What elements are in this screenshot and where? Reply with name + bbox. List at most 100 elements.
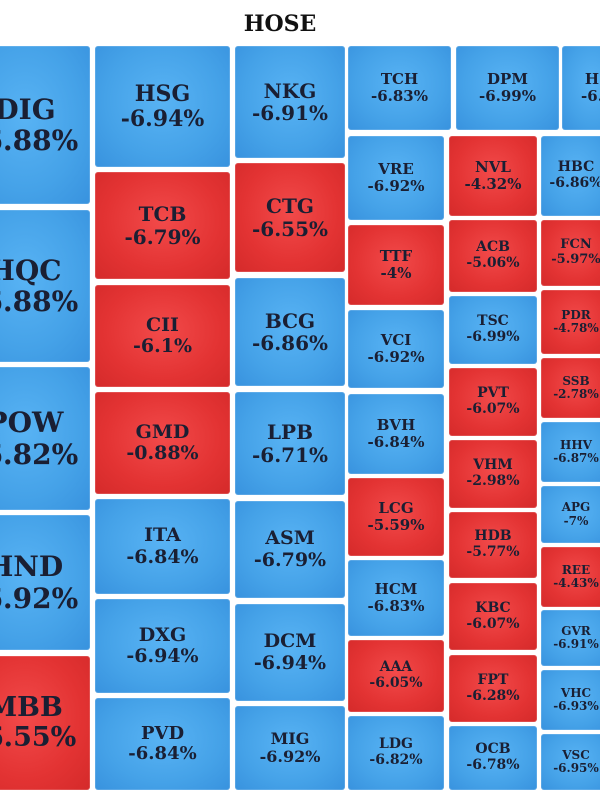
tile-ticker: HHV — [560, 437, 592, 452]
treemap-tile-bvh[interactable]: BVH -6.84% — [348, 394, 444, 474]
treemap-tile-ssb[interactable]: SSB -2.78% — [541, 358, 600, 418]
tile-change: -6.88% — [0, 124, 79, 157]
tile-change: -6.91% — [553, 637, 599, 651]
treemap-tile-pvd[interactable]: PVD -6.84% — [95, 698, 230, 790]
tile-change: -6.95% — [553, 761, 599, 775]
treemap-tile-nkg[interactable]: NKG -6.91% — [235, 46, 345, 158]
tile-ticker: TCB — [138, 202, 187, 227]
treemap-tile-nvl[interactable]: NVL -4.32% — [449, 136, 537, 216]
treemap-tile-kbc[interactable]: KBC -6.07% — [449, 583, 537, 650]
tile-change: -6.78% — [466, 757, 520, 773]
treemap-tile-gmd[interactable]: GMD -0.88% — [95, 392, 230, 494]
tile-change: -6.86% — [549, 175, 600, 191]
treemap-tile-hbc[interactable]: HBC -6.86% — [541, 136, 600, 216]
treemap-tile-hsg[interactable]: HSG -6.94% — [95, 46, 230, 167]
treemap-tile-lpb[interactable]: LPB -6.71% — [235, 392, 345, 495]
tile-ticker: HQC — [0, 253, 62, 287]
treemap-tile-ita[interactable]: ITA -6.84% — [95, 499, 230, 594]
treemap-tile-acb[interactable]: ACB -5.06% — [449, 220, 537, 292]
tile-ticker: HND — [0, 550, 64, 584]
treemap-tile-dpm[interactable]: DPM -6.99% — [456, 46, 559, 130]
treemap-tile-ree[interactable]: REE -4.43% — [541, 547, 600, 607]
treemap-tile-hdb[interactable]: HDB -5.77% — [449, 512, 537, 578]
tile-ticker: PDR — [561, 307, 591, 322]
tile-ticker: ITA — [144, 524, 181, 547]
tile-change: -6.99% — [478, 87, 536, 105]
treemap-tile-vci[interactable]: VCI -6.92% — [348, 310, 444, 388]
treemap-tile-hnd[interactable]: HND-6.92% — [0, 515, 90, 650]
tile-change: -2.98% — [466, 473, 520, 489]
treemap-tile-pvt[interactable]: PVT -6.07% — [449, 368, 537, 436]
tile-ticker: FPT — [477, 671, 509, 688]
tile-change: -6.91% — [251, 101, 328, 125]
treemap-tile-fcn[interactable]: FCN -5.97% — [541, 220, 600, 286]
tile-change: -4.32% — [464, 175, 522, 193]
treemap-tile-vsc[interactable]: VSC -6.95% — [541, 734, 600, 790]
treemap-tile-hcm[interactable]: HCM -6.83% — [348, 560, 444, 636]
tile-ticker: OCB — [475, 741, 511, 758]
treemap-tile-apg[interactable]: APG -7% — [541, 486, 600, 543]
tile-change: -6.28% — [466, 687, 520, 704]
treemap-tile-tsc[interactable]: TSC -6.99% — [449, 296, 537, 364]
tile-change: -6.92% — [0, 581, 79, 615]
treemap-tile-tch[interactable]: TCH -6.83% — [348, 46, 451, 130]
tile-change: -6.71% — [251, 442, 328, 467]
treemap-tile-gvr[interactable]: GVR -6.91% — [541, 610, 600, 666]
tile-ticker: VCI — [380, 331, 412, 350]
tile-ticker: CII — [146, 313, 179, 336]
tile-change: -6.92% — [259, 747, 321, 766]
tile-ticker: LPB — [266, 420, 313, 445]
tile-ticker: VHM — [473, 457, 513, 474]
tile-change: -6.92% — [367, 348, 425, 366]
tile-ticker: VSC — [562, 747, 590, 762]
tile-change: -5.77% — [466, 544, 520, 560]
treemap-tile-fpt[interactable]: FPT -6.28% — [449, 655, 537, 722]
chart-title: HOSE — [243, 11, 317, 37]
treemap-tile-bcg[interactable]: BCG -6.86% — [235, 278, 345, 386]
treemap-tile-ctg[interactable]: CTG -6.55% — [235, 163, 345, 272]
tile-ticker: PVT — [477, 385, 509, 402]
treemap-tile-hhv[interactable]: HHV -6.87% — [541, 422, 600, 482]
tile-change: -4.43% — [553, 576, 599, 590]
tile-ticker: TTF — [379, 247, 413, 266]
treemap-tile-mig[interactable]: MIG -6.92% — [235, 706, 345, 790]
treemap-tile-aaa[interactable]: AAA -6.05% — [348, 640, 444, 712]
tile-ticker: BVH — [376, 416, 416, 435]
treemap-tile-dig[interactable]: DIG-6.88% — [0, 46, 90, 204]
tile-ticker: DPM — [487, 70, 528, 89]
tile-ticker: NVL — [475, 158, 511, 177]
treemap-tile-pdr[interactable]: PDR -4.78% — [541, 290, 600, 354]
tile-ticker: GVR — [561, 623, 591, 638]
treemap-tile-dxg[interactable]: DXG -6.94% — [95, 599, 230, 693]
treemap-tile-ttf[interactable]: TTF -4% — [348, 225, 444, 305]
treemap-tile-mbb[interactable]: MBB-6.55% — [0, 656, 90, 790]
treemap-tile-dcm[interactable]: DCM -6.94% — [235, 604, 345, 701]
treemap-tile-ocb[interactable]: OCB -6.78% — [449, 726, 537, 790]
treemap-tile-pow[interactable]: POW-6.82% — [0, 367, 90, 510]
treemap-tile-asm[interactable]: ASM -6.79% — [235, 501, 345, 598]
tile-change: -6.94% — [126, 645, 199, 667]
tile-change: -6.87% — [553, 451, 599, 465]
treemap-tile-tcb[interactable]: TCB -6.79% — [95, 172, 230, 279]
tile-ticker: NKG — [263, 78, 317, 103]
treemap-tile-h[interactable]: H-6. — [562, 46, 600, 130]
treemap-tile-lcg[interactable]: LCG -5.59% — [348, 478, 444, 556]
tile-ticker: KBC — [475, 599, 511, 616]
tile-change: -6.07% — [466, 615, 520, 632]
tile-change: -6.83% — [370, 87, 428, 105]
tile-change: -6.82% — [0, 437, 79, 471]
treemap-tile-vhm[interactable]: VHM -2.98% — [449, 440, 537, 508]
tile-change: -6. — [581, 87, 600, 105]
tile-change: -5.59% — [367, 516, 425, 534]
tile-change: -6.1% — [133, 335, 192, 357]
treemap-tile-ldg[interactable]: LDG -6.82% — [348, 716, 444, 790]
treemap-tile-hqc[interactable]: HQC-6.88% — [0, 210, 90, 362]
treemap-tile-vhc[interactable]: VHC -6.93% — [541, 670, 600, 730]
tile-ticker: MIG — [270, 729, 310, 749]
tile-ticker: LCG — [378, 499, 414, 518]
treemap-tile-vre[interactable]: VRE -6.92% — [348, 136, 444, 220]
treemap-tile-cii[interactable]: CII -6.1% — [95, 285, 230, 387]
tile-ticker: AAA — [379, 659, 413, 676]
